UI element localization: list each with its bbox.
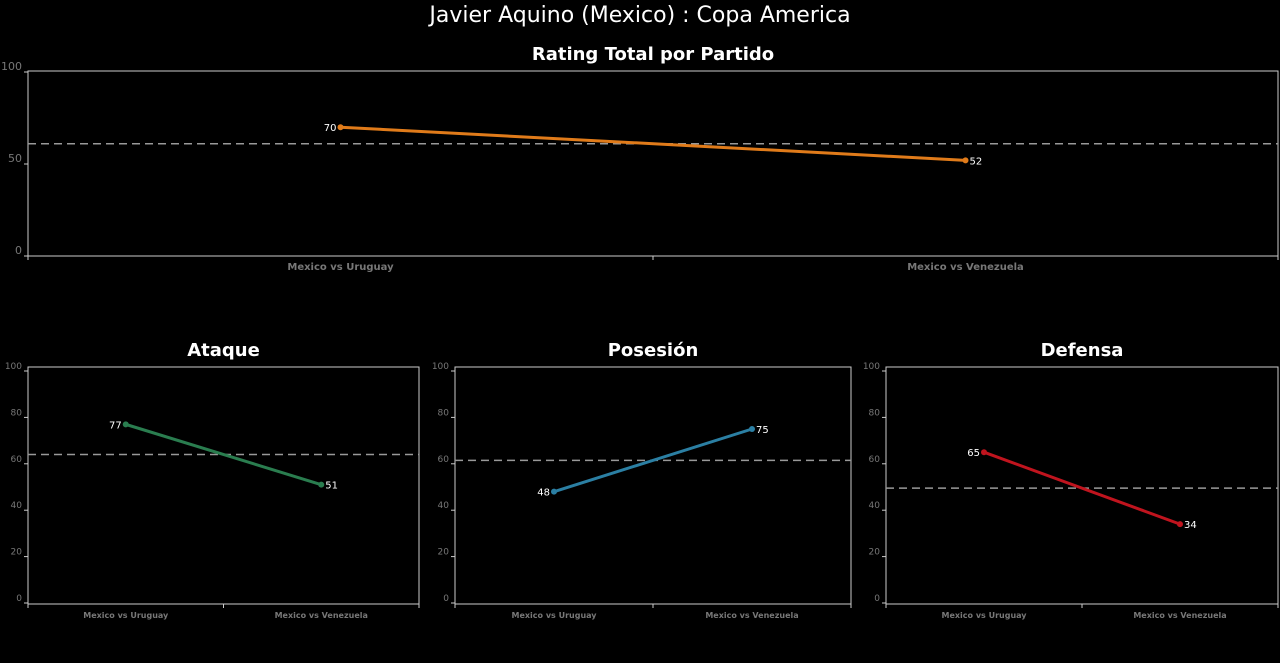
main-title: Javier Aquino (Mexico) : Copa America bbox=[429, 3, 851, 28]
chart-title-ataque: Ataque bbox=[187, 340, 260, 361]
data-label: 75 bbox=[756, 425, 769, 436]
y-tick-label: 20 bbox=[11, 548, 23, 558]
chart-title-rating: Rating Total por Partido bbox=[531, 44, 775, 65]
x-tick-label: Mexico vs Uruguay bbox=[942, 611, 1028, 620]
y-tick-label: 60 bbox=[438, 455, 450, 465]
y-tick-label: 80 bbox=[11, 408, 23, 418]
plot-frame bbox=[27, 70, 1279, 257]
plot-frame bbox=[27, 366, 420, 605]
x-tick-label: Mexico vs Venezuela bbox=[1133, 611, 1226, 620]
plot-frame bbox=[454, 366, 852, 605]
y-tick-label: 100 bbox=[432, 362, 449, 372]
data-label: 77 bbox=[109, 420, 122, 431]
series-line bbox=[340, 125, 966, 162]
y-tick-label: 80 bbox=[438, 408, 450, 418]
x-tick-label: Mexico vs Venezuela bbox=[275, 611, 368, 620]
series-line bbox=[553, 427, 753, 494]
data-label: 34 bbox=[1184, 520, 1197, 531]
data-label: 65 bbox=[967, 448, 980, 459]
data-point bbox=[318, 481, 325, 488]
series-line bbox=[125, 422, 322, 487]
y-tick-label: 20 bbox=[869, 548, 881, 558]
x-tick-label: Mexico vs Uruguay bbox=[287, 262, 394, 273]
chart-title-posesion: Posesión bbox=[607, 340, 699, 361]
y-tick-label: 20 bbox=[438, 548, 450, 558]
y-tick-label: 0 bbox=[15, 244, 22, 257]
y-tick-label: 60 bbox=[869, 455, 881, 465]
data-label: 51 bbox=[325, 481, 338, 492]
y-tick-label: 40 bbox=[438, 501, 450, 511]
data-point bbox=[551, 488, 557, 495]
data-point bbox=[1177, 521, 1183, 528]
data-label: 52 bbox=[970, 156, 983, 167]
data-label: 70 bbox=[324, 123, 337, 134]
chart-title-defensa: Defensa bbox=[1040, 340, 1124, 361]
data-label: 48 bbox=[537, 488, 550, 499]
x-tick-label: Mexico vs Uruguay bbox=[512, 611, 598, 620]
y-tick-label: 0 bbox=[443, 594, 449, 604]
data-point bbox=[962, 157, 969, 164]
y-tick-label: 50 bbox=[8, 152, 22, 165]
x-tick-label: Mexico vs Venezuela bbox=[705, 611, 798, 620]
y-tick-label: 100 bbox=[863, 362, 880, 372]
y-tick-label: 0 bbox=[874, 594, 880, 604]
y-tick-label: 100 bbox=[5, 362, 22, 372]
y-tick-label: 60 bbox=[11, 455, 23, 465]
data-point bbox=[749, 426, 755, 432]
y-tick-label: 100 bbox=[1, 60, 22, 73]
y-tick-label: 40 bbox=[869, 501, 881, 511]
x-tick-label: Mexico vs Venezuela bbox=[907, 262, 1024, 273]
plot-frame bbox=[885, 366, 1279, 605]
data-point bbox=[337, 124, 344, 131]
y-tick-label: 80 bbox=[869, 408, 881, 418]
data-point bbox=[122, 421, 129, 428]
data-point bbox=[981, 449, 987, 456]
series-line bbox=[983, 450, 1181, 526]
y-tick-label: 40 bbox=[11, 501, 23, 511]
x-tick-label: Mexico vs Uruguay bbox=[83, 611, 169, 620]
y-tick-label: 0 bbox=[16, 594, 22, 604]
